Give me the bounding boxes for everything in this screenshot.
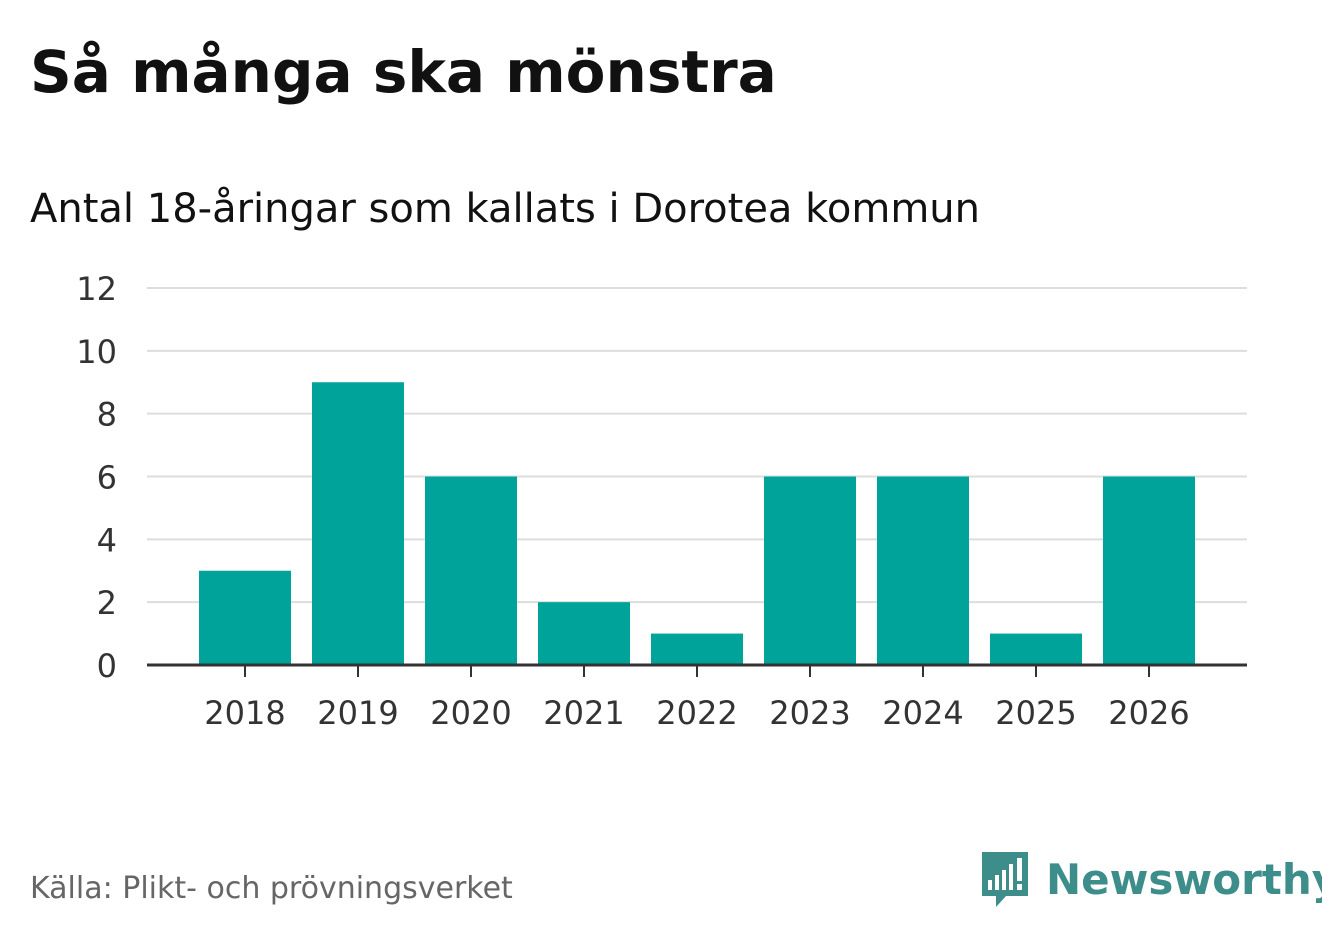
y-tick-label: 0 (97, 647, 117, 685)
bar (877, 476, 969, 665)
bar (1103, 476, 1195, 665)
chart-title: Så många ska mönstra (30, 38, 777, 106)
y-tick-label: 8 (97, 396, 117, 434)
source-note: Källa: Plikt- och prövningsverket (30, 871, 513, 906)
bar (764, 476, 856, 665)
bar (199, 570, 291, 665)
x-tick-label: 2023 (769, 694, 850, 732)
y-tick-label: 6 (97, 459, 117, 497)
y-tick-label: 10 (76, 333, 117, 371)
bar (312, 382, 404, 665)
bar (538, 602, 630, 665)
x-tick-label: 2025 (995, 694, 1076, 732)
brand-logo: Newsworthy (980, 850, 1322, 908)
x-tick-label: 2018 (204, 694, 285, 732)
x-tick-label: 2022 (656, 694, 737, 732)
bar (990, 633, 1082, 665)
chart-subtitle: Antal 18-åringar som kallats i Dorotea k… (30, 186, 980, 232)
y-tick-label: 2 (97, 584, 117, 622)
bar (425, 476, 517, 665)
x-tick-label: 2021 (543, 694, 624, 732)
y-tick-label: 12 (76, 270, 117, 308)
bar (651, 633, 743, 665)
x-tick-label: 2026 (1108, 694, 1189, 732)
x-tick-label: 2019 (317, 694, 398, 732)
newsworthy-logo-icon (982, 852, 1028, 907)
y-tick-label: 4 (97, 521, 117, 559)
x-tick-label: 2020 (430, 694, 511, 732)
x-tick-label: 2024 (882, 694, 963, 732)
brand-name: Newsworthy (1046, 854, 1322, 904)
